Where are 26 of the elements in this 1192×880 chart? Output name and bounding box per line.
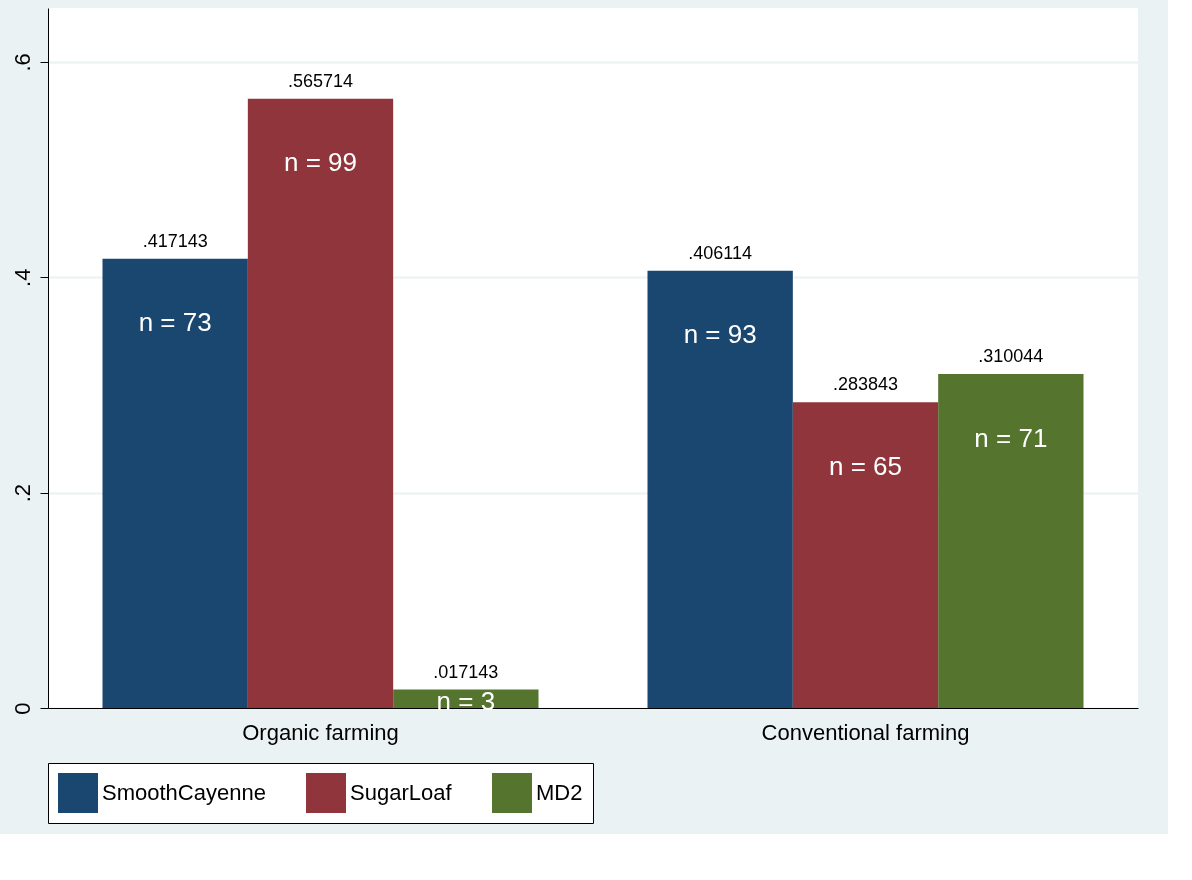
y-tick-label: .6 bbox=[9, 53, 35, 72]
bar bbox=[938, 374, 1084, 708]
legend-label: MD2 bbox=[536, 780, 583, 805]
data-label: .406114 bbox=[688, 242, 753, 263]
bar bbox=[792, 402, 939, 708]
x-tick-label: Organic farming bbox=[242, 719, 399, 745]
x-tick-label: Conventional farming bbox=[761, 719, 970, 745]
annotation: n = 71 bbox=[974, 422, 1048, 453]
annotation: n = 99 bbox=[283, 147, 358, 178]
data-label: .565714 bbox=[287, 70, 354, 91]
y-tick-label: 0 bbox=[9, 702, 35, 715]
data-label: .310044 bbox=[978, 346, 1044, 367]
bar bbox=[247, 98, 394, 708]
annotation: n = 65 bbox=[828, 450, 903, 481]
data-label: .017143 bbox=[433, 661, 499, 682]
bar bbox=[647, 270, 793, 708]
y-tick-label: .4 bbox=[9, 268, 35, 287]
legend-label: SmoothCayenne bbox=[102, 780, 266, 805]
y-tick-label: .2 bbox=[9, 483, 35, 503]
legend-label: SugarLoaf bbox=[350, 780, 453, 805]
data-label: .283843 bbox=[832, 374, 899, 395]
data-label: .417143 bbox=[142, 230, 208, 251]
annotation: n = 73 bbox=[138, 307, 212, 338]
annotation: n = 3 bbox=[436, 685, 496, 716]
annotation: n = 93 bbox=[683, 319, 757, 350]
bar bbox=[102, 258, 248, 708]
